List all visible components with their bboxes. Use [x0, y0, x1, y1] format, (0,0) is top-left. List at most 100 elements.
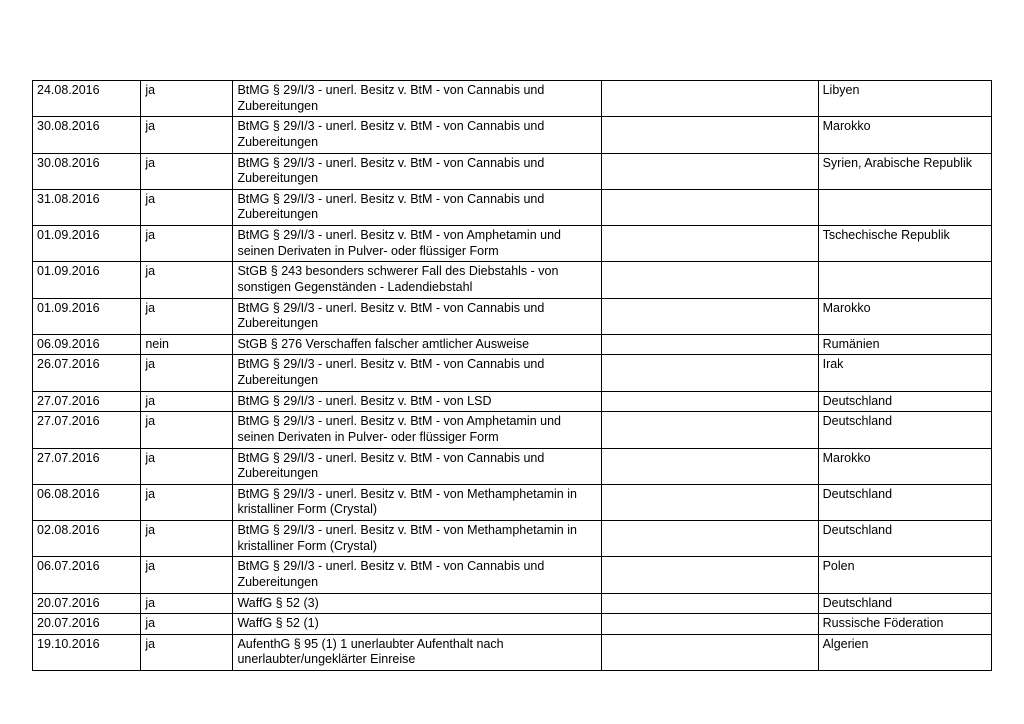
cell-yesno: ja: [141, 593, 233, 614]
cell-yesno: ja: [141, 153, 233, 189]
cell-date: 01.09.2016: [33, 262, 141, 298]
cell-country: Deutschland: [818, 593, 991, 614]
cell-law: BtMG § 29/I/3 - unerl. Besitz v. BtM - v…: [233, 355, 601, 391]
cell-yesno: ja: [141, 557, 233, 593]
cell-date: 30.08.2016: [33, 153, 141, 189]
cell-date: 01.09.2016: [33, 298, 141, 334]
cell-yesno: ja: [141, 189, 233, 225]
cell-date: 06.08.2016: [33, 484, 141, 520]
cell-country: [818, 262, 991, 298]
table-row: 30.08.2016jaBtMG § 29/I/3 - unerl. Besit…: [33, 153, 992, 189]
cell-yesno: ja: [141, 391, 233, 412]
cell-law: BtMG § 29/I/3 - unerl. Besitz v. BtM - v…: [233, 448, 601, 484]
cell-date: 19.10.2016: [33, 634, 141, 670]
table-row: 02.08.2016jaBtMG § 29/I/3 - unerl. Besit…: [33, 521, 992, 557]
cell-country: Marokko: [818, 298, 991, 334]
cell-yesno: ja: [141, 484, 233, 520]
cell-law: StGB § 243 besonders schwerer Fall des D…: [233, 262, 601, 298]
cell-law: BtMG § 29/I/3 - unerl. Besitz v. BtM - v…: [233, 117, 601, 153]
cell-country: Libyen: [818, 81, 991, 117]
cell-blank: [601, 153, 818, 189]
cell-law: BtMG § 29/I/3 - unerl. Besitz v. BtM - v…: [233, 81, 601, 117]
cell-country: Deutschland: [818, 521, 991, 557]
cell-date: 27.07.2016: [33, 412, 141, 448]
cell-yesno: ja: [141, 614, 233, 635]
cell-blank: [601, 189, 818, 225]
cell-blank: [601, 412, 818, 448]
table-row: 01.09.2016jaBtMG § 29/I/3 - unerl. Besit…: [33, 298, 992, 334]
cell-yesno: ja: [141, 262, 233, 298]
cell-date: 27.07.2016: [33, 391, 141, 412]
cell-date: 31.08.2016: [33, 189, 141, 225]
table-row: 19.10.2016jaAufenthG § 95 (1) 1 unerlaub…: [33, 634, 992, 670]
table-row: 31.08.2016jaBtMG § 29/I/3 - unerl. Besit…: [33, 189, 992, 225]
cell-date: 30.08.2016: [33, 117, 141, 153]
cell-yesno: ja: [141, 226, 233, 262]
cell-country: Irak: [818, 355, 991, 391]
table-row: 06.07.2016jaBtMG § 29/I/3 - unerl. Besit…: [33, 557, 992, 593]
table-row: 01.09.2016jaBtMG § 29/I/3 - unerl. Besit…: [33, 226, 992, 262]
table-row: 27.07.2016jaBtMG § 29/I/3 - unerl. Besit…: [33, 412, 992, 448]
cell-country: Marokko: [818, 117, 991, 153]
table-row: 20.07.2016jaWaffG § 52 (3)Deutschland: [33, 593, 992, 614]
cell-yesno: ja: [141, 448, 233, 484]
cell-law: AufenthG § 95 (1) 1 unerlaubter Aufentha…: [233, 634, 601, 670]
cell-country: Algerien: [818, 634, 991, 670]
cell-date: 20.07.2016: [33, 614, 141, 635]
cell-blank: [601, 593, 818, 614]
table-row: 27.07.2016jaBtMG § 29/I/3 - unerl. Besit…: [33, 391, 992, 412]
cell-law: WaffG § 52 (1): [233, 614, 601, 635]
cell-law: BtMG § 29/I/3 - unerl. Besitz v. BtM - v…: [233, 189, 601, 225]
table-row: 24.08.2016jaBtMG § 29/I/3 - unerl. Besit…: [33, 81, 992, 117]
cell-blank: [601, 448, 818, 484]
cell-country: Marokko: [818, 448, 991, 484]
cell-blank: [601, 391, 818, 412]
cell-date: 01.09.2016: [33, 226, 141, 262]
cell-law: StGB § 276 Verschaffen falscher amtliche…: [233, 334, 601, 355]
table-row: 30.08.2016jaBtMG § 29/I/3 - unerl. Besit…: [33, 117, 992, 153]
cell-law: BtMG § 29/I/3 - unerl. Besitz v. BtM - v…: [233, 557, 601, 593]
cell-blank: [601, 226, 818, 262]
cell-yesno: ja: [141, 81, 233, 117]
cell-country: Rumänien: [818, 334, 991, 355]
cell-date: 26.07.2016: [33, 355, 141, 391]
cell-country: Syrien, Arabische Republik: [818, 153, 991, 189]
table-row: 27.07.2016jaBtMG § 29/I/3 - unerl. Besit…: [33, 448, 992, 484]
cell-blank: [601, 557, 818, 593]
cell-country: Russische Föderation: [818, 614, 991, 635]
cell-date: 27.07.2016: [33, 448, 141, 484]
cell-yesno: ja: [141, 298, 233, 334]
cell-law: BtMG § 29/I/3 - unerl. Besitz v. BtM - v…: [233, 226, 601, 262]
cell-law: BtMG § 29/I/3 - unerl. Besitz v. BtM - v…: [233, 412, 601, 448]
cell-blank: [601, 355, 818, 391]
cell-yesno: ja: [141, 355, 233, 391]
cell-blank: [601, 262, 818, 298]
cell-date: 02.08.2016: [33, 521, 141, 557]
cell-law: BtMG § 29/I/3 - unerl. Besitz v. BtM - v…: [233, 484, 601, 520]
cell-blank: [601, 521, 818, 557]
cell-country: Tschechische Republik: [818, 226, 991, 262]
cell-country: Deutschland: [818, 484, 991, 520]
cell-yesno: ja: [141, 412, 233, 448]
document-page: 24.08.2016jaBtMG § 29/I/3 - unerl. Besit…: [0, 0, 1024, 711]
cell-country: Deutschland: [818, 391, 991, 412]
data-table: 24.08.2016jaBtMG § 29/I/3 - unerl. Besit…: [32, 80, 992, 671]
cell-country: Deutschland: [818, 412, 991, 448]
table-row: 01.09.2016jaStGB § 243 besonders schwere…: [33, 262, 992, 298]
table-row: 06.09.2016neinStGB § 276 Verschaffen fal…: [33, 334, 992, 355]
cell-law: BtMG § 29/I/3 - unerl. Besitz v. BtM - v…: [233, 521, 601, 557]
table-row: 06.08.2016jaBtMG § 29/I/3 - unerl. Besit…: [33, 484, 992, 520]
cell-blank: [601, 334, 818, 355]
cell-law: BtMG § 29/I/3 - unerl. Besitz v. BtM - v…: [233, 298, 601, 334]
cell-blank: [601, 614, 818, 635]
cell-country: [818, 189, 991, 225]
cell-blank: [601, 484, 818, 520]
cell-date: 06.09.2016: [33, 334, 141, 355]
cell-law: WaffG § 52 (3): [233, 593, 601, 614]
cell-blank: [601, 634, 818, 670]
cell-blank: [601, 81, 818, 117]
cell-law: BtMG § 29/I/3 - unerl. Besitz v. BtM - v…: [233, 153, 601, 189]
cell-blank: [601, 298, 818, 334]
cell-yesno: ja: [141, 634, 233, 670]
cell-date: 24.08.2016: [33, 81, 141, 117]
